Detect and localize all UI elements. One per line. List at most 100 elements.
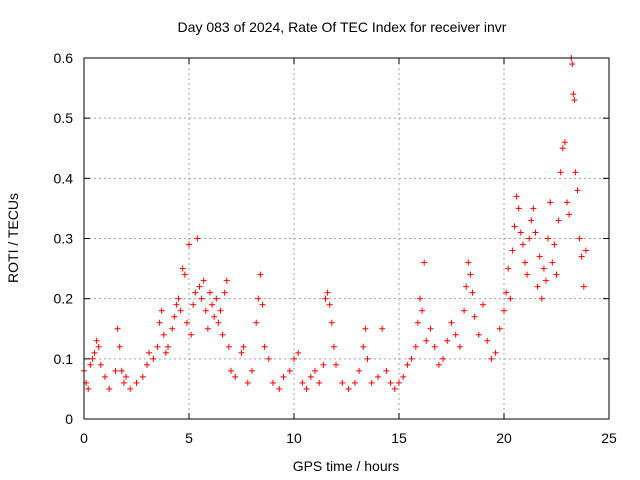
data-point (561, 139, 568, 146)
data-point (186, 241, 192, 248)
y-tick-label: 0.3 (54, 231, 74, 247)
data-point (391, 385, 398, 392)
data-point (412, 343, 419, 350)
x-tick-label: 15 (391, 430, 407, 446)
data-point (240, 343, 247, 350)
data-point (555, 217, 562, 224)
data-point (198, 295, 205, 302)
data-point (517, 229, 524, 236)
data-point (519, 241, 526, 248)
data-point (452, 331, 459, 338)
data-point (569, 61, 576, 68)
data-point (528, 217, 535, 224)
y-tick-label: 0.4 (54, 170, 74, 186)
data-point (144, 361, 150, 368)
data-point (404, 361, 411, 368)
data-point (421, 259, 428, 266)
data-point (213, 295, 220, 302)
data-point (375, 373, 381, 380)
data-point (540, 265, 547, 272)
data-point (249, 367, 255, 374)
data-point (286, 367, 293, 374)
data-point (95, 343, 102, 350)
data-point (228, 367, 234, 374)
data-point (219, 331, 226, 338)
data-point (120, 379, 127, 386)
data-point (181, 271, 188, 278)
data-point (553, 271, 560, 278)
data-point (582, 247, 589, 254)
data-point (221, 289, 228, 296)
y-axis-label: ROTI / TECUs (5, 193, 21, 283)
data-point (551, 241, 558, 248)
data-point (536, 253, 543, 260)
data-point (515, 205, 522, 212)
data-point (328, 319, 335, 326)
data-point (261, 343, 268, 350)
data-point (448, 319, 455, 326)
data-point (87, 361, 94, 368)
data-point (419, 307, 426, 314)
data-point (238, 349, 245, 356)
data-point (160, 331, 167, 338)
data-point (114, 325, 121, 332)
data-point (211, 313, 218, 320)
data-point (116, 343, 123, 350)
data-point (169, 325, 176, 332)
data-point (408, 355, 415, 362)
data-point (299, 379, 306, 386)
data-point (435, 361, 442, 368)
data-point (461, 307, 468, 314)
data-point (322, 295, 329, 302)
data-point (484, 337, 491, 344)
x-tick-label: 25 (601, 430, 617, 446)
x-tick-label: 10 (286, 430, 302, 446)
y-tick-label: 0.6 (54, 50, 74, 66)
data-point (547, 199, 554, 206)
data-point (217, 307, 224, 314)
data-point (501, 307, 507, 314)
data-point (423, 337, 430, 344)
data-point (511, 223, 518, 230)
data-point (505, 265, 512, 272)
data-point (192, 289, 199, 296)
axis-ticks: 0 5 10 15 20 25 0 0.1 0.2 0.3 0.4 0.5 0.6 (54, 50, 617, 446)
data-point (571, 97, 578, 104)
data-point (509, 247, 516, 254)
data-point (356, 367, 363, 374)
data-point (127, 385, 134, 392)
data-point (85, 385, 92, 392)
data-point (532, 229, 539, 236)
data-point (225, 343, 232, 350)
data-point (171, 313, 178, 320)
data-point (194, 235, 201, 242)
data-point (303, 385, 310, 392)
data-point (360, 343, 367, 350)
data-point (444, 337, 451, 344)
data-point (463, 283, 470, 290)
data-point (265, 355, 272, 362)
data-point (387, 379, 394, 386)
data-point (364, 355, 371, 362)
data-point (123, 373, 129, 380)
data-point (333, 361, 339, 368)
data-point (162, 349, 169, 356)
data-point (232, 373, 239, 380)
data-point (431, 343, 438, 350)
data-point (320, 361, 327, 368)
data-point (177, 307, 184, 314)
data-point (530, 205, 537, 212)
data-point (139, 373, 146, 380)
data-point (276, 385, 283, 392)
data-point (146, 349, 153, 356)
data-point (507, 295, 514, 302)
data-point (467, 271, 474, 278)
data-point (89, 355, 96, 362)
data-point (526, 235, 533, 242)
data-point (118, 367, 125, 374)
data-point (307, 373, 314, 380)
data-point (207, 289, 213, 296)
data-point (469, 289, 476, 296)
data-point (223, 277, 230, 284)
data-point (538, 295, 545, 302)
